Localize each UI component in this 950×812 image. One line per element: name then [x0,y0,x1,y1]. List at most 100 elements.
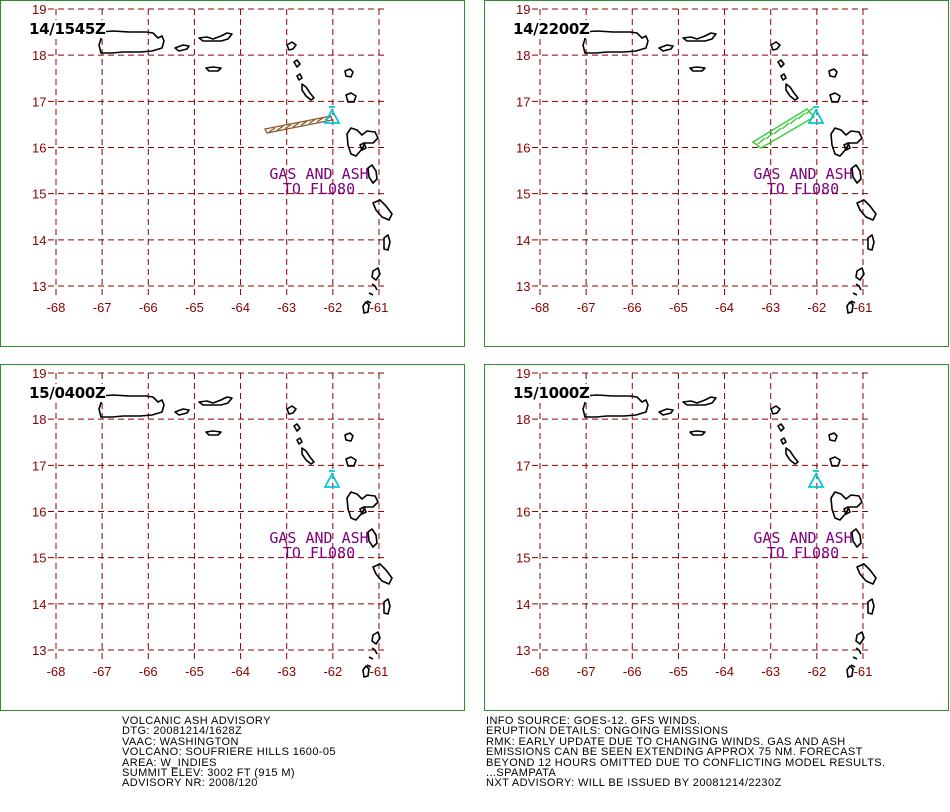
island-st-croix [689,430,706,436]
forecast-panel-3: 19 18 17 16 15 14 13 -68 -67 -66 -65 -64 -63 -62 -61 GA… [0,364,465,711]
island-montserrat [785,447,799,465]
lat-tick-label: 15 [32,187,46,202]
island-nevis [780,437,787,445]
ash-label-line2: TO FL080 [283,544,355,562]
advisory-line: SUMMIT ELEV: 3002 FT (915 M) [122,767,295,780]
island-guadeloupe [346,491,379,521]
advisory-line: RMK: EARLY UPDATE DUE TO CHANGING WINDS.… [486,735,846,748]
lat-tick-label: 17 [32,458,46,473]
ash-label-line2: TO FL080 [767,180,839,198]
island-guadeloupe [830,127,863,157]
island-st-lucia [867,234,875,251]
lon-tick-label: -64 [231,300,250,315]
ash-plume [264,115,333,134]
grid [532,8,869,297]
island-grenada [846,665,854,678]
island-virgin-islands [198,396,233,406]
coastlines [98,394,393,678]
plume-hatch [292,122,300,128]
island-nevis [780,73,787,81]
map-canvas: 19 18 17 16 15 14 13-68 -67 -66 -65 -64 -63 -62 -61 GA… [516,2,877,315]
advisory-line: BEYOND 12 HOURS OMITTED DUE TO CONFLICTI… [486,756,886,769]
island-st-croix [205,66,222,72]
island-guadeloupe [346,127,379,157]
volcano-outline [323,108,341,124]
island-grenadines [366,283,378,304]
advisory-line: NXT ADVISORY: WILL BE ISSUED BY 20081214… [486,777,782,790]
lon-tick-label: -66 [139,664,158,679]
lat-tick-label: 13 [32,279,46,294]
island-st-vincent [855,267,865,281]
lat-tick-label: 19 [516,366,530,381]
lat-tick-label: 15 [516,551,530,566]
lon-tick-label: -64 [231,664,250,679]
ash-label-line2: TO FL080 [283,180,355,198]
plume-hatch [268,127,276,133]
plume-outline [751,108,816,149]
lat-tick-label: 15 [516,187,530,202]
forecast-panel-1: 19 18 17 16 15 14 13 -68 -67 -66 -65 -64 -63 -62 -61 GA… [0,0,465,347]
plume-hatch [781,122,790,130]
advisory-line: EMISSIONS CAN BE SEEN EXTENDING APPROX 7… [486,746,863,759]
panel-timestamp: 14/2200Z [513,20,590,38]
advisory-line: ...SPAMPATA [486,767,557,780]
ash-label-line2: TO FL080 [767,544,839,562]
lon-tick-label: -63 [277,664,296,679]
plume-hatch [773,127,782,135]
island-nevis [296,437,303,445]
plume-hatch [805,107,814,115]
island-virgin-islands [682,32,717,42]
advisory-line: VOLCANIC ASH ADVISORY [122,715,271,727]
lat-tick-label: 18 [32,412,46,427]
lon-tick-label: -64 [715,300,734,315]
forecast-panel-4: 19 18 17 16 15 14 13 -68 -67 -66 -65 -64 -63 -62 -61 GA… [484,364,949,711]
lon-tick-label: -66 [623,664,642,679]
coastlines [582,394,877,678]
coastlines [582,30,877,314]
island-barbuda-reef [345,456,357,467]
grid [48,8,385,297]
lon-tick-label: -68 [47,300,66,315]
lon-tick-label: -65 [185,664,204,679]
lon-tick-label: -68 [47,664,66,679]
advisory-remarks: INFO SOURCE: GOES-12. GFS WINDS. ERUPTIO… [486,715,886,790]
lon-tick-label: -66 [139,300,158,315]
island-culebra [174,408,190,416]
lon-tick-label: -66 [623,300,642,315]
plume-hatch [765,132,774,140]
island-martinique [856,563,877,585]
coastlines [98,30,393,314]
lat-tick-label: 14 [32,233,46,248]
island-marie-galante [359,506,367,515]
ash-plume [751,107,816,149]
island-puerto-rico [582,394,649,418]
lon-tick-label: -68 [531,664,550,679]
island-grenada [362,665,370,678]
map-canvas: 19 18 17 16 15 14 13-68 -67 -66 -65 -64 -63 -62 -61 GA… [516,366,877,679]
island-antigua [828,432,838,442]
ash-label-line1: GAS AND ASH [269,165,368,183]
lat-tick-label: 16 [32,505,46,520]
lat-tick-label: 17 [516,458,530,473]
island-martinique [856,199,877,221]
plume-hatch [316,117,324,123]
island-marie-galante [843,142,851,151]
island-montserrat [301,447,315,465]
lon-tick-label: -68 [531,300,550,315]
volcano-outline [323,472,341,488]
island-puerto-rico [98,30,165,54]
lon-tick-label: -64 [715,664,734,679]
lat-tick-label: 14 [516,233,530,248]
island-marie-galante [359,142,367,151]
island-culebra [658,408,674,416]
lat-tick-label: 14 [516,597,530,612]
island-anguilla [286,405,297,415]
island-st-lucia [383,234,391,251]
lat-tick-label: 17 [516,94,530,109]
lon-tick-label: -65 [185,300,204,315]
lon-tick-label: -63 [277,300,296,315]
lat-tick-label: 19 [32,2,46,17]
plume-hatch [300,120,308,126]
advisory-line: ERUPTION DETAILS: ONGOING EMISSIONS [486,725,729,738]
plume-outline [264,115,333,134]
